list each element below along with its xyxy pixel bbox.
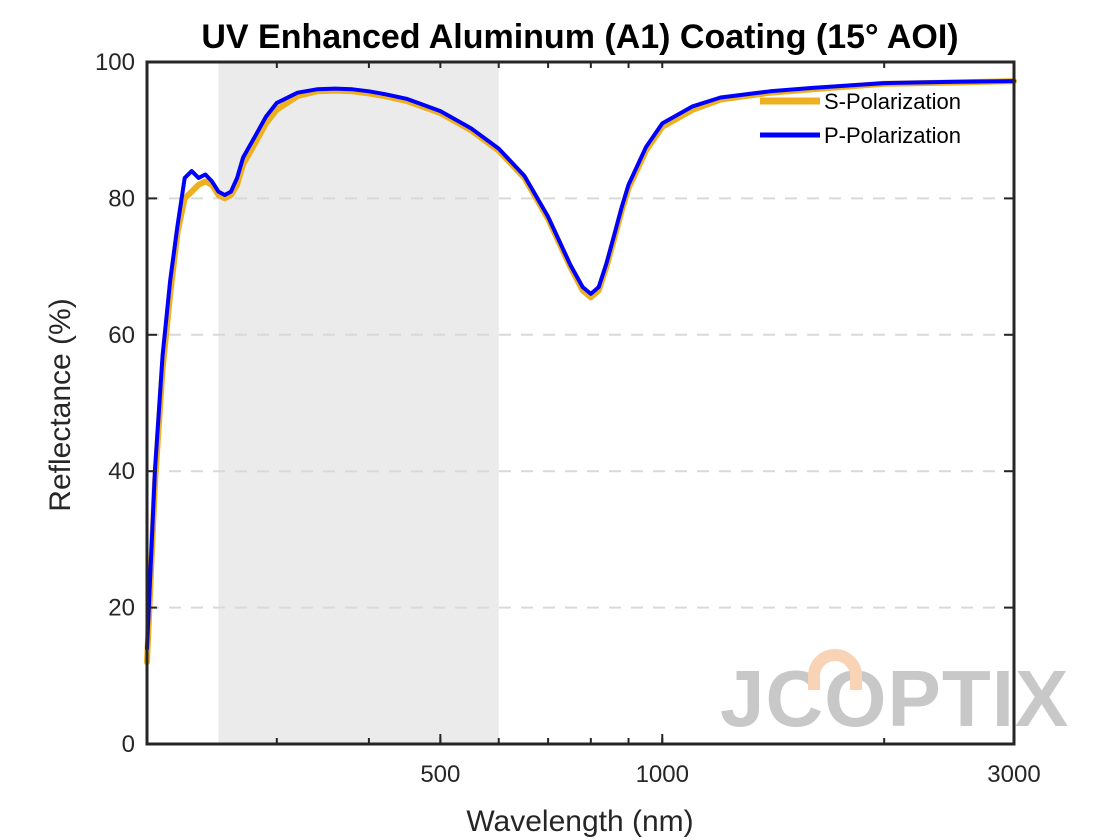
legend: S-Polarization P-Polarization (760, 89, 961, 148)
x-tick-label-500: 500 (420, 761, 460, 788)
x-axis-label: Wavelength (nm) (466, 805, 693, 838)
x-tick-label-3000: 3000 (987, 761, 1040, 788)
y-tick-label-100: 100 (95, 49, 135, 76)
series-line-p-polarization (145, 79, 1016, 651)
y-tick-label-80: 80 (108, 185, 135, 212)
tick-layer: 0 20 40 60 80 100 500 1000 3000 (95, 49, 1041, 788)
shaded-wavelength-band (218, 62, 499, 744)
legend-label-p-polarization: P-Polarization (824, 123, 961, 148)
legend-label-s-polarization: S-Polarization (824, 89, 961, 114)
chart-title: UV Enhanced Aluminum (A1) Coating (15° A… (201, 18, 958, 56)
y-tick-label-40: 40 (108, 458, 135, 485)
shaded-band-layer (218, 62, 499, 744)
series-layer (144, 78, 1017, 666)
y-tick-label-0: 0 (122, 731, 135, 758)
y-axis-label: Reflectance (%) (44, 298, 77, 511)
jcoptix-logo: JCOPTIX (720, 649, 1069, 743)
logo-text: JCOPTIX (720, 654, 1069, 743)
y-tick-label-20: 20 (108, 595, 135, 622)
y-tick-label-60: 60 (108, 322, 135, 349)
plot-frame (145, 60, 1016, 746)
logo-accent-arc (808, 649, 862, 690)
axes-layer (145, 60, 1016, 746)
x-tick-label-1000: 1000 (636, 761, 689, 788)
